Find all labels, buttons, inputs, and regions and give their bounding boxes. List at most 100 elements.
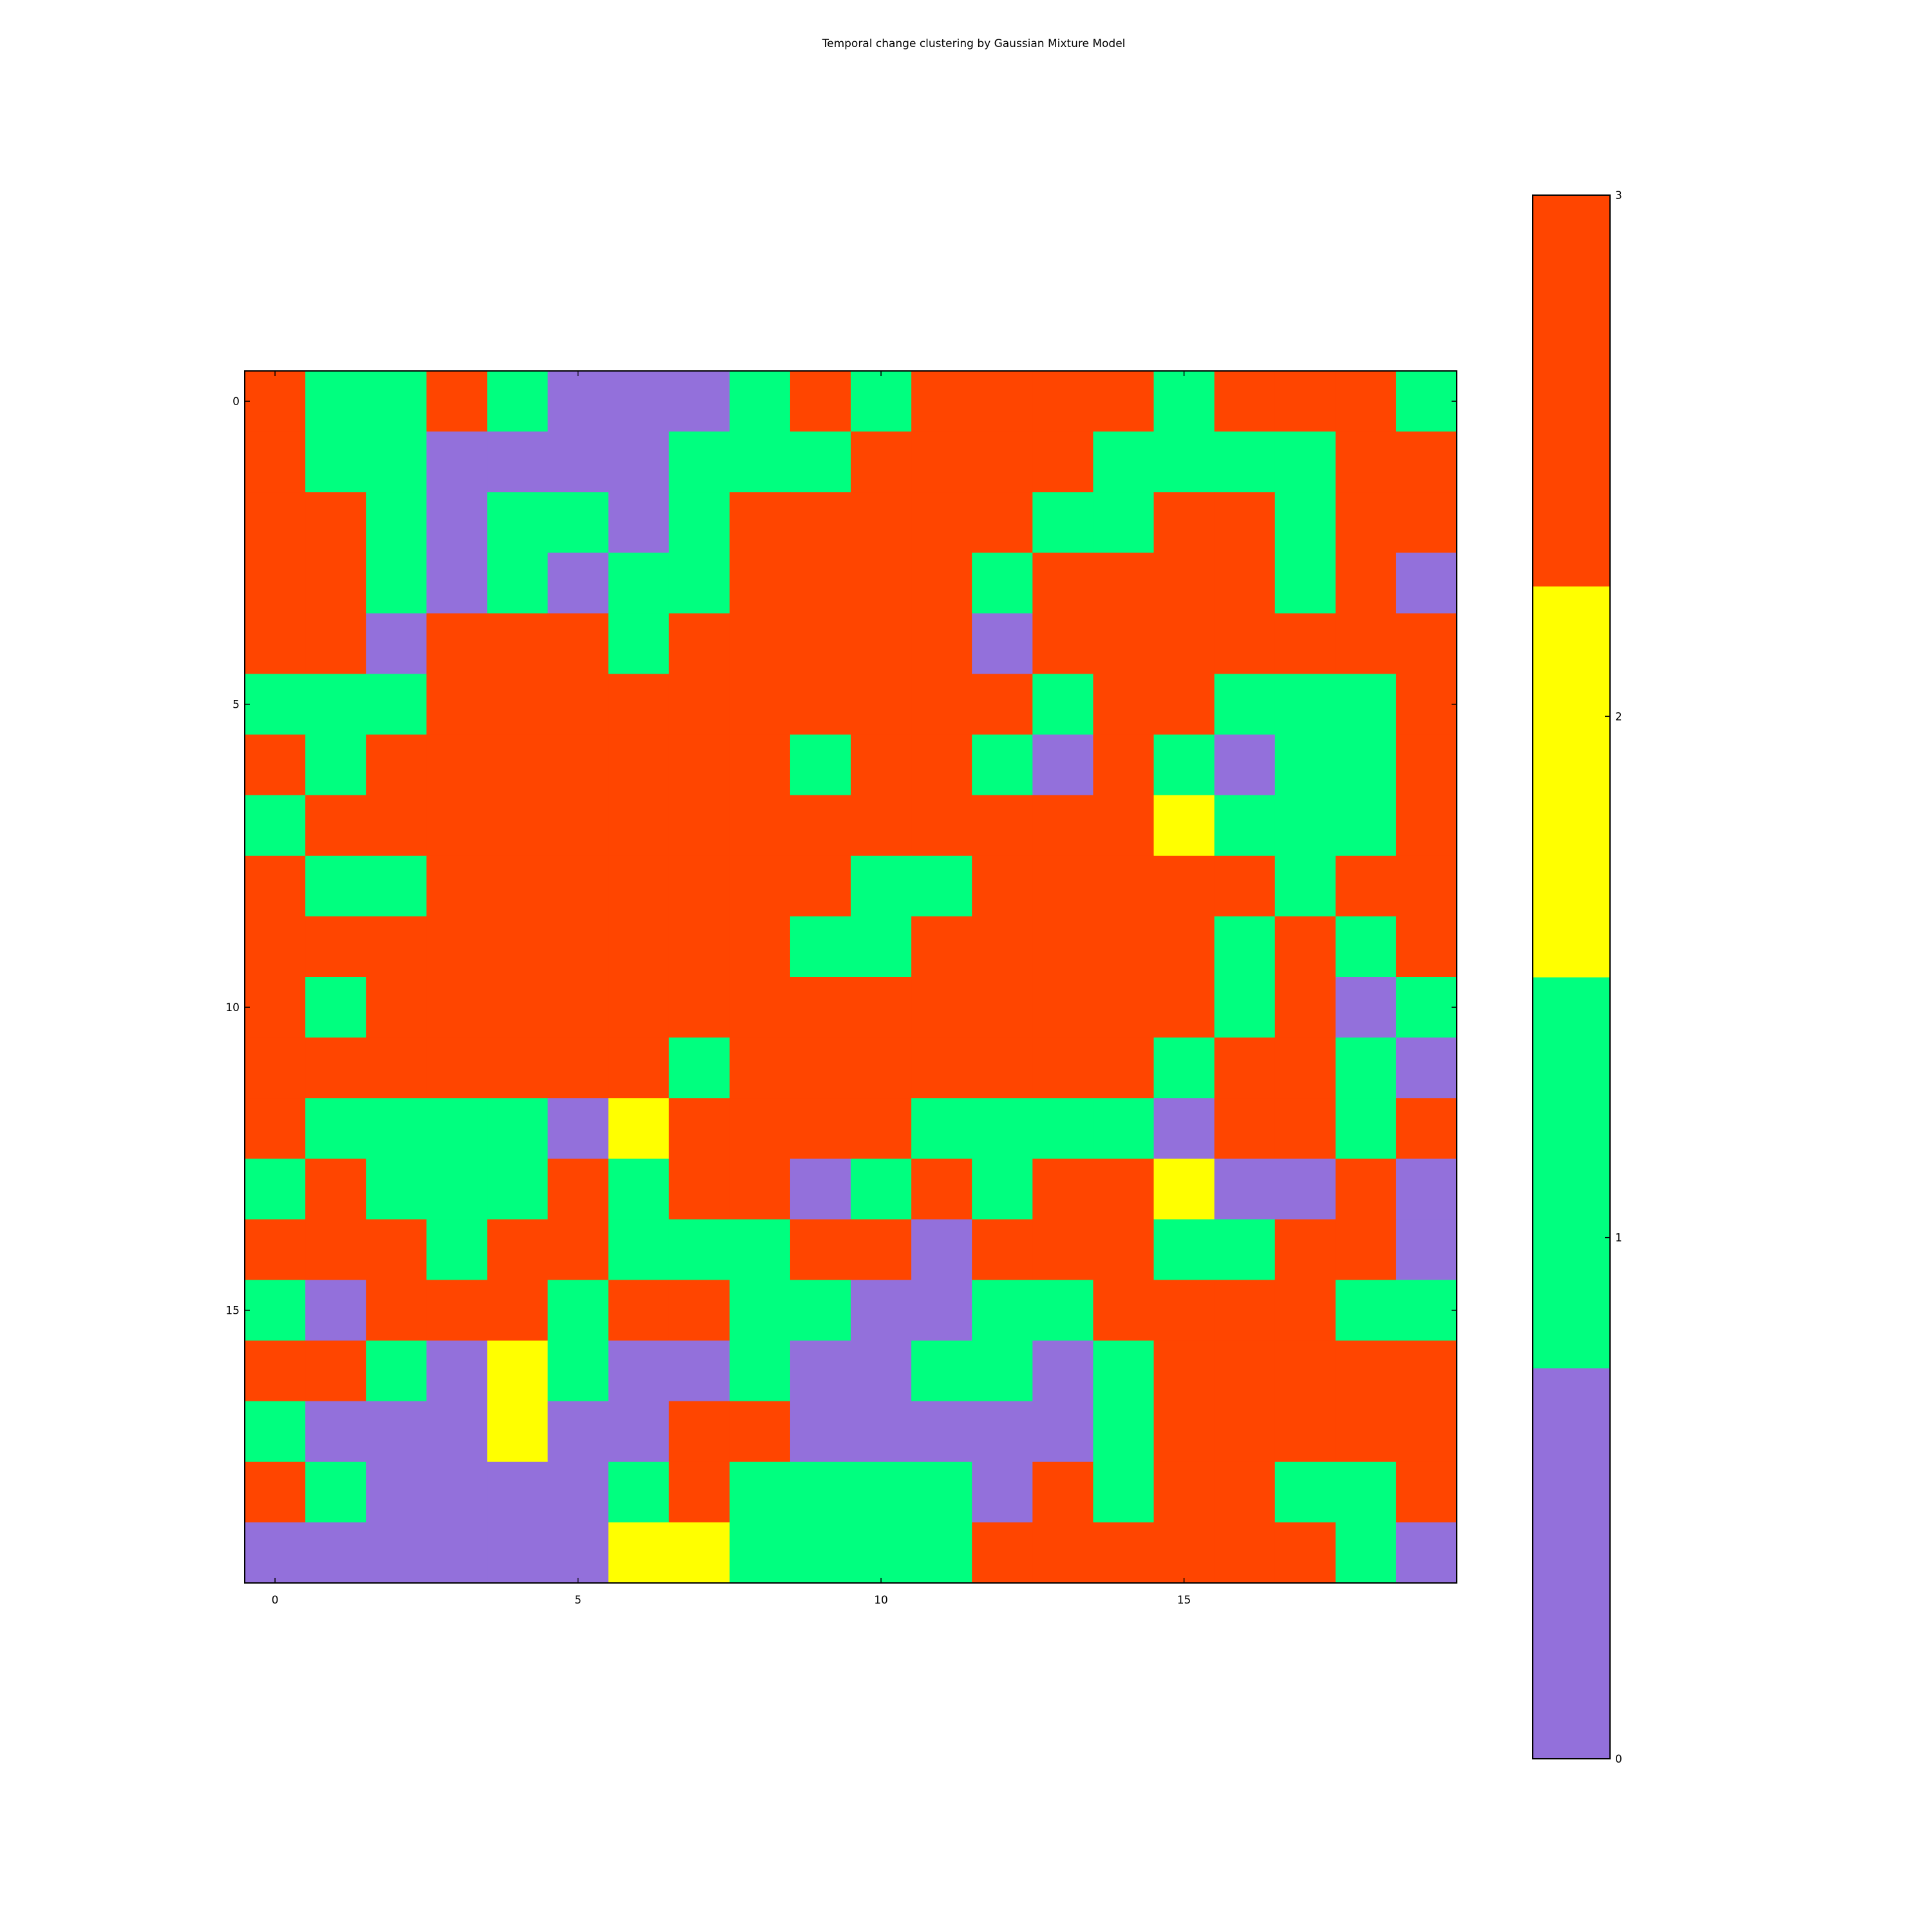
heatmap-cell-r16-c14	[1093, 1340, 1155, 1402]
heatmap-cell-r12-c5	[547, 1098, 609, 1159]
heatmap-cell-r5-c17	[1274, 674, 1336, 735]
heatmap-cell-r9-c12	[972, 916, 1033, 978]
heatmap-cell-r10-c1	[305, 977, 366, 1038]
heatmap-cell-r19-c14	[1093, 1522, 1155, 1584]
heatmap-cell-r0-c0	[245, 371, 306, 432]
heatmap-cell-r3-c14	[1093, 553, 1155, 614]
heatmap-cell-r8-c1	[305, 855, 366, 917]
heatmap-cell-r12-c6	[608, 1098, 670, 1159]
heatmap-cell-r18-c18	[1335, 1461, 1397, 1523]
heatmap-cell-r15-c3	[426, 1280, 488, 1341]
heatmap-cell-r10-c19	[1396, 977, 1457, 1038]
heatmap-cell-r5-c7	[668, 674, 730, 735]
heatmap-cell-r10-c17	[1274, 977, 1336, 1038]
heatmap-cell-r10-c8	[729, 977, 791, 1038]
heatmap-cell-r13-c17	[1274, 1159, 1336, 1220]
heatmap-cell-r8-c3	[426, 855, 488, 917]
heatmap-cell-r7-c2	[366, 795, 427, 857]
heatmap-cell-r1-c13	[1032, 431, 1094, 493]
heatmap-cell-r5-c19	[1396, 674, 1457, 735]
heatmap-cell-r15-c8	[729, 1280, 791, 1341]
heatmap-cell-r4-c9	[790, 613, 851, 675]
heatmap-cell-r0-c19	[1396, 371, 1457, 432]
heatmap-cell-r1-c9	[790, 431, 851, 493]
heatmap-cell-r8-c8	[729, 855, 791, 917]
heatmap-cell-r2-c10	[851, 492, 912, 553]
heatmap-cell-r13-c14	[1093, 1159, 1155, 1220]
heatmap-cell-r4-c11	[911, 613, 972, 675]
heatmap-cell-r1-c8	[729, 431, 791, 493]
heatmap-cell-r15-c7	[668, 1280, 730, 1341]
heatmap-cell-r9-c19	[1396, 916, 1457, 978]
heatmap-cell-r18-c14	[1093, 1461, 1155, 1523]
heatmap-cell-r17-c16	[1214, 1401, 1276, 1463]
heatmap-cell-r5-c6	[608, 674, 670, 735]
heatmap-cell-r16-c19	[1396, 1340, 1457, 1402]
heatmap-cell-r6-c9	[790, 734, 851, 796]
heatmap-cell-r10-c14	[1093, 977, 1155, 1038]
heatmap-cell-r6-c18	[1335, 734, 1397, 796]
heatmap-cell-r2-c8	[729, 492, 791, 553]
y-tick-label-15: 15	[225, 1305, 240, 1318]
heatmap-cell-r1-c19	[1396, 431, 1457, 493]
heatmap-cell-r10-c10	[851, 977, 912, 1038]
heatmap-cell-r17-c3	[426, 1401, 488, 1463]
heatmap-cell-r7-c18	[1335, 795, 1397, 857]
heatmap-cell-r3-c8	[729, 553, 791, 614]
heatmap-cell-r5-c14	[1093, 674, 1155, 735]
heatmap-cell-r4-c12	[972, 613, 1033, 675]
heatmap-cell-r14-c3	[426, 1219, 488, 1281]
heatmap-cell-r8-c9	[790, 855, 851, 917]
heatmap-cell-r0-c12	[972, 371, 1033, 432]
heatmap-cell-r17-c0	[245, 1401, 306, 1463]
heatmap-cell-r3-c1	[305, 553, 366, 614]
heatmap-cell-r5-c16	[1214, 674, 1276, 735]
heatmap-cell-r17-c14	[1093, 1401, 1155, 1463]
heatmap-cell-r11-c2	[366, 1037, 427, 1099]
x-tick-label-10: 10	[874, 1594, 888, 1607]
heatmap-cell-r16-c7	[668, 1340, 730, 1402]
heatmap-cell-r7-c4	[487, 795, 549, 857]
heatmap-cell-r0-c4	[487, 371, 549, 432]
heatmap-cell-r5-c15	[1153, 674, 1215, 735]
heatmap-cell-r15-c1	[305, 1280, 366, 1341]
heatmap-cell-r5-c10	[851, 674, 912, 735]
heatmap-cell-r9-c1	[305, 916, 366, 978]
heatmap-cell-r6-c8	[729, 734, 791, 796]
heatmap-cell-r4-c8	[729, 613, 791, 675]
heatmap-cell-r0-c11	[911, 371, 972, 432]
heatmap-cell-r18-c15	[1153, 1461, 1215, 1523]
heatmap-cell-r3-c19	[1396, 553, 1457, 614]
heatmap-cell-r11-c6	[608, 1037, 670, 1099]
heatmap-cell-r12-c17	[1274, 1098, 1336, 1159]
heatmap-cell-r2-c18	[1335, 492, 1397, 553]
colorbar-segment-0	[1533, 1368, 1610, 1759]
heatmap-cell-r14-c6	[608, 1219, 670, 1281]
heatmap-cell-r4-c5	[547, 613, 609, 675]
heatmap-frame	[244, 370, 1457, 1584]
heatmap-cell-r3-c12	[972, 553, 1033, 614]
heatmap-cell-r9-c8	[729, 916, 791, 978]
heatmap-cell-r7-c17	[1274, 795, 1336, 857]
heatmap-cell-r4-c19	[1396, 613, 1457, 675]
heatmap-cell-r14-c18	[1335, 1219, 1397, 1281]
heatmap-cell-r5-c0	[245, 674, 306, 735]
heatmap-cell-r6-c7	[668, 734, 730, 796]
heatmap-cell-r2-c15	[1153, 492, 1215, 553]
heatmap-cell-r4-c14	[1093, 613, 1155, 675]
heatmap-cell-r2-c17	[1274, 492, 1336, 553]
heatmap-cell-r8-c6	[608, 855, 670, 917]
heatmap-cell-r0-c8	[729, 371, 791, 432]
heatmap-cell-r12-c13	[1032, 1098, 1094, 1159]
heatmap-cell-r15-c9	[790, 1280, 851, 1341]
heatmap-cell-r19-c16	[1214, 1522, 1276, 1584]
heatmap-cell-r19-c4	[487, 1522, 549, 1584]
heatmap-cell-r10-c11	[911, 977, 972, 1038]
heatmap-cell-r0-c13	[1032, 371, 1094, 432]
heatmap-cell-r1-c16	[1214, 431, 1276, 493]
heatmap-cell-r3-c4	[487, 553, 549, 614]
heatmap-cell-r16-c3	[426, 1340, 488, 1402]
heatmap-cell-r11-c15	[1153, 1037, 1215, 1099]
x-tick-label-5: 5	[574, 1594, 582, 1607]
heatmap-cell-r16-c12	[972, 1340, 1033, 1402]
